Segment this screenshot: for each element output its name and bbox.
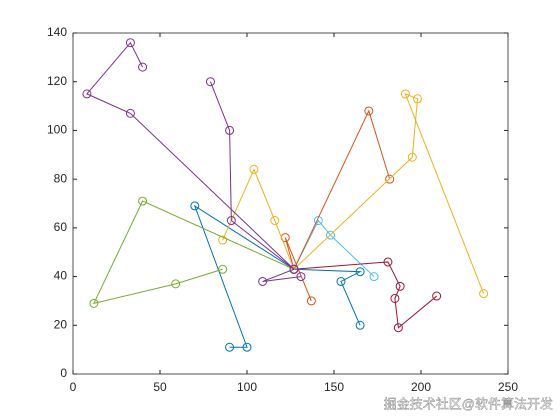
point-marker bbox=[355, 267, 365, 277]
point-marker bbox=[171, 279, 181, 289]
point-marker bbox=[400, 89, 410, 99]
point-marker bbox=[364, 106, 374, 116]
point-marker bbox=[138, 62, 148, 72]
point-marker bbox=[326, 230, 336, 240]
point-marker bbox=[226, 216, 236, 226]
series-line bbox=[262, 268, 302, 282]
point-marker bbox=[390, 293, 400, 303]
series-line bbox=[293, 268, 363, 326]
point-marker bbox=[125, 108, 135, 118]
point-marker bbox=[369, 272, 379, 282]
y-tick-label: 140 bbox=[47, 25, 67, 39]
y-tick-label: 120 bbox=[47, 74, 67, 88]
point-marker bbox=[190, 201, 200, 211]
point-marker bbox=[89, 298, 99, 308]
x-tick-label: 100 bbox=[237, 380, 257, 394]
series-line bbox=[222, 168, 295, 270]
x-tick-label: 200 bbox=[411, 380, 431, 394]
point-marker bbox=[138, 196, 148, 206]
point-marker bbox=[125, 38, 135, 48]
series-line bbox=[193, 204, 295, 348]
point-marker bbox=[407, 152, 417, 162]
y-tick-label: 80 bbox=[54, 171, 68, 185]
point-marker bbox=[225, 342, 235, 352]
point-marker bbox=[395, 281, 405, 291]
series-line bbox=[293, 219, 375, 277]
point-marker bbox=[225, 125, 235, 135]
point-marker bbox=[413, 94, 423, 104]
x-tick-label: 50 bbox=[153, 380, 167, 394]
x-tick-label: 250 bbox=[498, 380, 518, 394]
point-marker bbox=[393, 323, 403, 333]
point-marker bbox=[205, 77, 215, 87]
point-marker bbox=[82, 89, 92, 99]
point-marker bbox=[479, 289, 489, 299]
point-marker bbox=[385, 174, 395, 184]
point-marker bbox=[218, 235, 228, 245]
point-marker bbox=[306, 296, 316, 306]
x-tick-label: 150 bbox=[324, 380, 344, 394]
point-marker bbox=[432, 291, 442, 301]
y-tick-label: 20 bbox=[54, 317, 68, 331]
x-tick-label: 0 bbox=[70, 380, 77, 394]
point-marker bbox=[289, 264, 299, 274]
series-line bbox=[86, 41, 295, 270]
point-marker bbox=[296, 272, 306, 282]
point-marker bbox=[270, 216, 280, 226]
point-marker bbox=[249, 164, 259, 174]
series-line bbox=[293, 92, 485, 294]
y-tick-label: 0 bbox=[60, 366, 67, 380]
watermark: 掘金技术社区@软件算法开发 bbox=[384, 396, 553, 411]
point-marker bbox=[336, 276, 346, 286]
y-tick-label: 40 bbox=[54, 269, 68, 283]
series-line bbox=[209, 81, 295, 270]
point-marker bbox=[383, 257, 393, 267]
y-tick-label: 100 bbox=[47, 123, 67, 137]
point-marker bbox=[218, 264, 228, 274]
point-marker bbox=[355, 320, 365, 330]
plot-area bbox=[72, 32, 509, 375]
y-tick-label: 60 bbox=[54, 220, 68, 234]
point-marker bbox=[258, 276, 268, 286]
series-line bbox=[92, 200, 295, 305]
series-line bbox=[293, 109, 391, 270]
series-line bbox=[293, 261, 437, 329]
point-marker bbox=[242, 342, 252, 352]
